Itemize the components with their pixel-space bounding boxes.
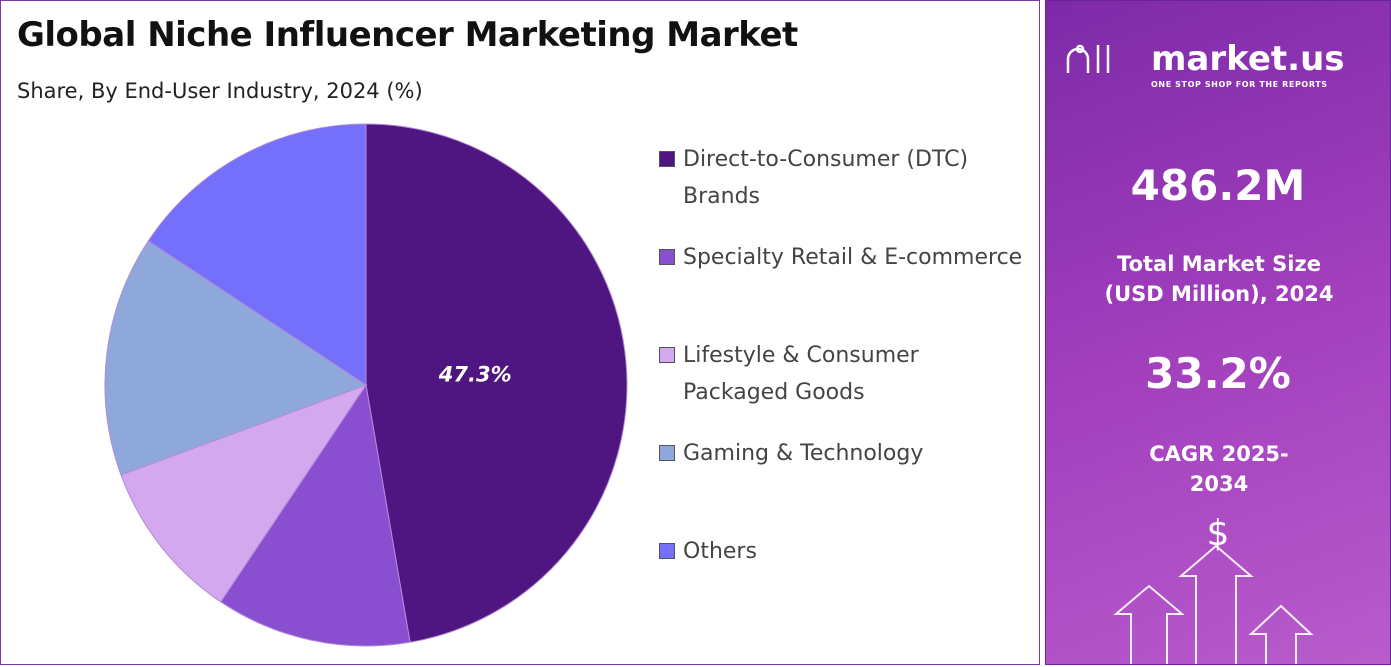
chart-title: Global Niche Influencer Marketing Market: [17, 15, 798, 55]
dollar-icon: $: [1206, 513, 1230, 554]
legend-label: Lifestyle & Consumer Packaged Goods: [683, 343, 919, 405]
legend-label: Specialty Retail & E-commerce: [683, 245, 1023, 270]
legend-item: Gaming & Technology: [659, 435, 1023, 472]
market-size-label: Total Market Size (USD Million), 2024: [1104, 252, 1334, 306]
cagr: 33.2%: [1145, 349, 1291, 398]
legend-swatch: [659, 543, 675, 559]
chart-subtitle: Share, By End-User Industry, 2024 (%): [17, 79, 423, 103]
legend-swatch: [659, 151, 675, 167]
cagr-label: CAGR 2025-2034: [1149, 442, 1289, 496]
data-label: 47.3%: [438, 363, 512, 387]
legend-label: Direct-to-Consumer (DTC) Brands: [683, 147, 969, 209]
tagline: ONE STOP SHOP FOR THE REPORTS: [1151, 80, 1328, 89]
panel-graphics: [1066, 44, 1314, 664]
market-size: 486.2M: [1130, 161, 1306, 210]
pie-slice: [104, 240, 368, 476]
legend-item: Direct-to-Consumer (DTC) Brands: [659, 141, 1023, 215]
chart-panel: Global Niche Influencer Marketing Market…: [0, 0, 1040, 665]
logo-icon: [1066, 44, 1110, 73]
legend-swatch: [659, 249, 675, 265]
summary-panel: market.us ONE STOP SHOP FOR THE REPORTS …: [1045, 0, 1391, 665]
pie-slice: [365, 123, 628, 643]
legend-swatch: [659, 445, 675, 461]
pie-slice: [120, 384, 368, 603]
pie-slice: [219, 383, 411, 647]
legend-item: Lifestyle & Consumer Packaged Goods: [659, 337, 1023, 411]
legend-label: Gaming & Technology: [683, 441, 924, 466]
brand: market.us: [1151, 39, 1345, 79]
legend-item: Specialty Retail & E-commerce: [659, 239, 1023, 276]
pie-slice: [147, 123, 367, 386]
arrows: [1113, 544, 1314, 664]
legend-item: Others: [659, 533, 1023, 570]
legend-label: Others: [683, 539, 757, 564]
legend-swatch: [659, 347, 675, 363]
pie-chart: 47.3%: [104, 123, 628, 647]
